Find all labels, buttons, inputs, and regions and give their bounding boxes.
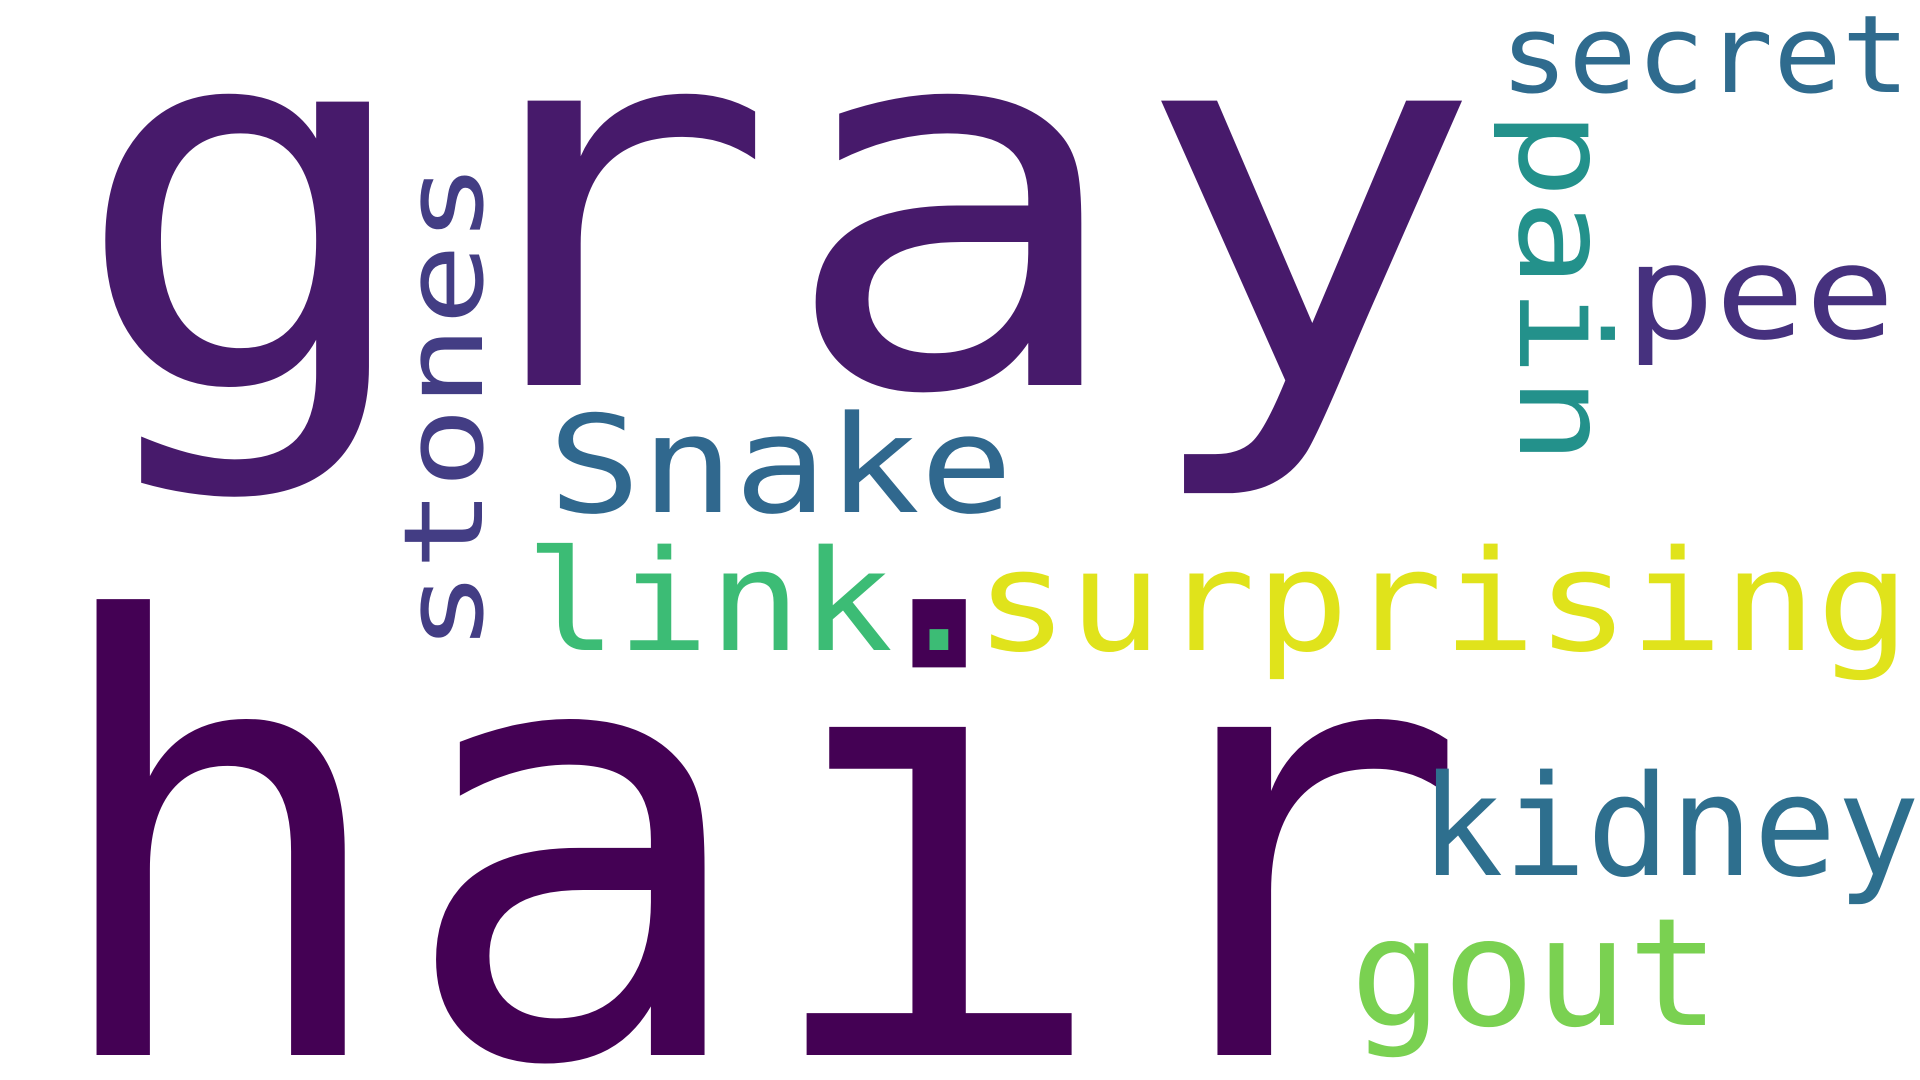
word-snake: Snake (548, 387, 1013, 544)
word-pain: pain (1490, 110, 1635, 465)
word-gout: gout (1350, 887, 1720, 1061)
word-secret: secret (1500, 0, 1910, 118)
word-surprising: surprising (975, 521, 1910, 684)
word-hair: hair (40, 498, 1470, 1080)
word-gray: gray (70, 0, 1485, 508)
word-pee: pee (1625, 217, 1895, 369)
word-link: link. (525, 521, 985, 684)
word-kidney: kidney (1420, 746, 1920, 909)
word-stones: stones (380, 162, 508, 652)
